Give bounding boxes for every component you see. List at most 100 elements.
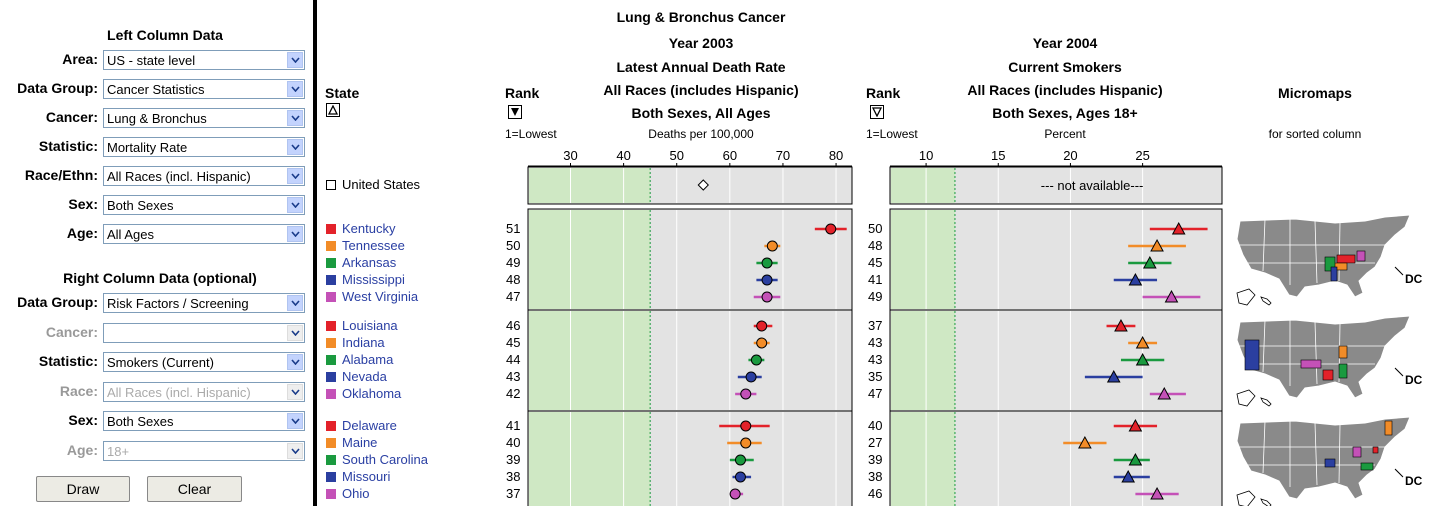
state-label[interactable]: Maine <box>342 435 377 450</box>
left-rank: 50 <box>506 238 520 253</box>
mortality-dot <box>735 455 745 465</box>
dc-pointer <box>1395 267 1403 275</box>
left-axis-tick: 60 <box>723 148 737 163</box>
micromap-1: DC <box>1237 316 1423 406</box>
state-label[interactable]: West Virginia <box>342 289 418 304</box>
state-label[interactable]: Louisiana <box>342 318 398 333</box>
left-rank: 43 <box>506 369 520 384</box>
micromap-state-highlight <box>1337 255 1355 263</box>
select-value: Lung & Bronchus <box>107 111 207 126</box>
left_fields-select-5[interactable]: Both Sexes <box>103 195 305 215</box>
select-value: All Races (incl. Hispanic) <box>107 169 251 184</box>
left_fields-select-2[interactable]: Lung & Bronchus <box>103 108 305 128</box>
right-axis-tick: 10 <box>919 148 933 163</box>
left_fields-select-4[interactable]: All Races (incl. Hispanic) <box>103 166 305 186</box>
chevron-down-icon[interactable] <box>287 197 303 213</box>
select-value: All Races (incl. Hispanic) <box>107 385 251 400</box>
state-label[interactable]: Indiana <box>342 335 385 350</box>
micromap-state-highlight <box>1361 463 1373 470</box>
mortality-dot <box>751 355 761 365</box>
select-value: Both Sexes <box>107 414 174 429</box>
left-rank: 48 <box>506 272 520 287</box>
left-rank: 38 <box>506 469 520 484</box>
chevron-down-icon[interactable] <box>287 413 303 429</box>
clear-button[interactable]: Clear <box>147 476 242 502</box>
left_fields-select-3[interactable]: Mortality Rate <box>103 137 305 157</box>
state-swatch <box>326 438 336 448</box>
micromap-state-highlight <box>1339 346 1347 358</box>
state-label[interactable]: Kentucky <box>342 221 395 236</box>
left-axis-tick: 70 <box>776 148 790 163</box>
state-label[interactable]: South Carolina <box>342 452 428 467</box>
chevron-down-icon[interactable] <box>287 168 303 184</box>
right_fields-label-0: Data Group: <box>2 294 98 310</box>
mortality-dot <box>757 338 767 348</box>
right-rank: 47 <box>868 386 882 401</box>
mortality-dot <box>741 389 751 399</box>
left-rank: 44 <box>506 352 520 367</box>
state-swatch <box>326 472 336 482</box>
chevron-down-icon[interactable] <box>287 81 303 97</box>
chevron-down-icon[interactable] <box>287 139 303 155</box>
right_fields-select-1 <box>103 323 305 343</box>
right_fields-select-0[interactable]: Risk Factors / Screening <box>103 293 305 313</box>
left_fields-label-0: Area: <box>2 51 98 67</box>
right-rank: 41 <box>868 272 882 287</box>
mortality-dot <box>762 258 772 268</box>
micromap-state-highlight <box>1323 370 1333 380</box>
chevron-down-icon[interactable] <box>287 295 303 311</box>
state-swatch <box>326 372 336 382</box>
micromap-state-highlight <box>1245 340 1259 370</box>
dc-label: DC <box>1405 474 1423 488</box>
chevron-down-icon[interactable] <box>287 354 303 370</box>
micromap-state-highlight <box>1331 267 1337 281</box>
left-axis-tick: 40 <box>616 148 630 163</box>
right-rank: 35 <box>868 369 882 384</box>
mortality-dot <box>741 421 751 431</box>
left_fields-select-6[interactable]: All Ages <box>103 224 305 244</box>
state-swatch <box>326 258 336 268</box>
right_fields-select-2[interactable]: Smokers (Current) <box>103 352 305 372</box>
left-axis-tick: 80 <box>829 148 843 163</box>
state-label[interactable]: Missouri <box>342 469 390 484</box>
right_fields-label-4: Sex: <box>2 412 98 428</box>
chevron-down-icon[interactable] <box>287 52 303 68</box>
us-left-panel-shade <box>529 168 650 203</box>
right_fields-select-4[interactable]: Both Sexes <box>103 411 305 431</box>
right_fields-select-3: All Races (incl. Hispanic) <box>103 382 305 402</box>
right-rank: 48 <box>868 238 882 253</box>
micromap-state-highlight <box>1385 421 1392 435</box>
chevron-down-icon[interactable] <box>287 110 303 126</box>
state-swatch <box>326 489 336 499</box>
left_fields-label-2: Cancer: <box>2 109 98 125</box>
left_fields-select-0[interactable]: US - state level <box>103 50 305 70</box>
group-0-left-panel-shade <box>529 210 650 309</box>
state-label[interactable]: Alabama <box>342 352 393 367</box>
select-value: All Ages <box>107 227 154 242</box>
micromap-state-highlight <box>1325 459 1335 467</box>
left-rank: 41 <box>506 418 520 433</box>
right_fields-select-5: 18+ <box>103 441 305 461</box>
left-rank: 46 <box>506 318 520 333</box>
state-label[interactable]: Ohio <box>342 486 369 501</box>
mortality-dot <box>757 321 767 331</box>
draw-button[interactable]: Draw <box>36 476 130 502</box>
group-1-left-panel-shade <box>529 311 650 410</box>
state-label[interactable]: Tennessee <box>342 238 405 253</box>
alaska-shape <box>1237 491 1255 506</box>
chevron-down-icon <box>287 384 303 400</box>
state-label[interactable]: Mississippi <box>342 272 405 287</box>
group-1-right-panel-shade <box>891 311 955 410</box>
not-available-label: --- not available--- <box>1041 178 1144 193</box>
state-label[interactable]: Arkansas <box>342 255 396 270</box>
chevron-down-icon <box>287 325 303 341</box>
hawaii-shape <box>1261 297 1271 305</box>
chevron-down-icon[interactable] <box>287 226 303 242</box>
left_fields-label-6: Age: <box>2 225 98 241</box>
state-label[interactable]: Oklahoma <box>342 386 401 401</box>
state-label[interactable]: Nevada <box>342 369 387 384</box>
micromap-state-highlight <box>1373 447 1378 453</box>
left_fields-select-1[interactable]: Cancer Statistics <box>103 79 305 99</box>
state-swatch <box>326 389 336 399</box>
state-label[interactable]: Delaware <box>342 418 397 433</box>
